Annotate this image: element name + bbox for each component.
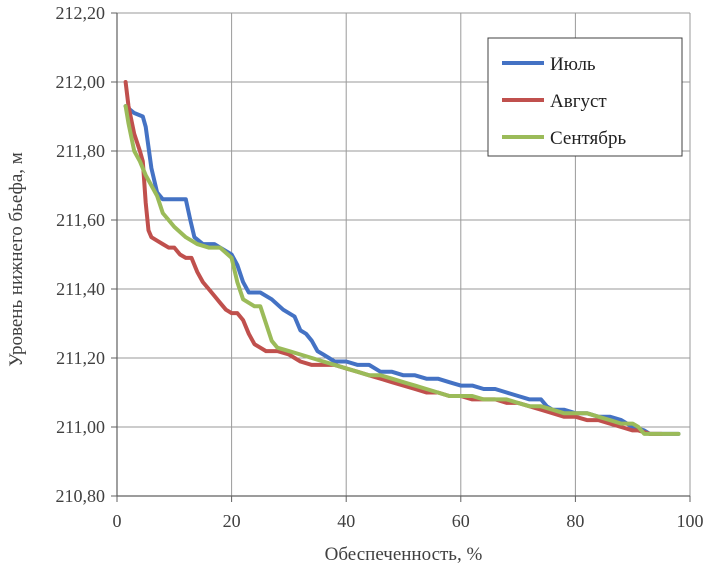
legend-label-3: Сентябрь [550,128,626,149]
y-tick-label: 212,20 [56,3,106,23]
y-tick-label: 211,20 [56,348,105,368]
y-tick-label: 211,80 [56,141,105,161]
series-lines [123,80,681,436]
legend-label-2: Август [550,91,607,112]
y-tick-label: 211,60 [56,210,105,230]
series-line-3 [123,104,681,436]
x-tick-label: 100 [677,511,704,531]
series-line-1 [123,104,681,436]
y-tick-label: 212,00 [56,72,106,92]
x-tick-label: 20 [223,511,241,531]
x-tick-label: 40 [337,511,355,531]
y-axis-title: Уровень нижнего бьефа, м [6,152,27,367]
x-axis-title: Обеспеченность, % [325,544,483,565]
y-tick-label: 211,00 [56,417,105,437]
x-tick-label: 0 [113,511,122,531]
x-tick-label: 60 [452,511,470,531]
y-tick-label: 211,40 [56,279,105,299]
x-tick-label: 80 [566,511,584,531]
legend-label-1: Июль [550,54,596,75]
legend: Июль Август Сентябрь [487,37,683,157]
y-tick-label: 210,80 [56,486,106,506]
axes: 0 20 40 60 80 100 210,80 211,00 211,20 211,40 211,… [56,3,704,531]
series-line-2 [123,80,664,436]
